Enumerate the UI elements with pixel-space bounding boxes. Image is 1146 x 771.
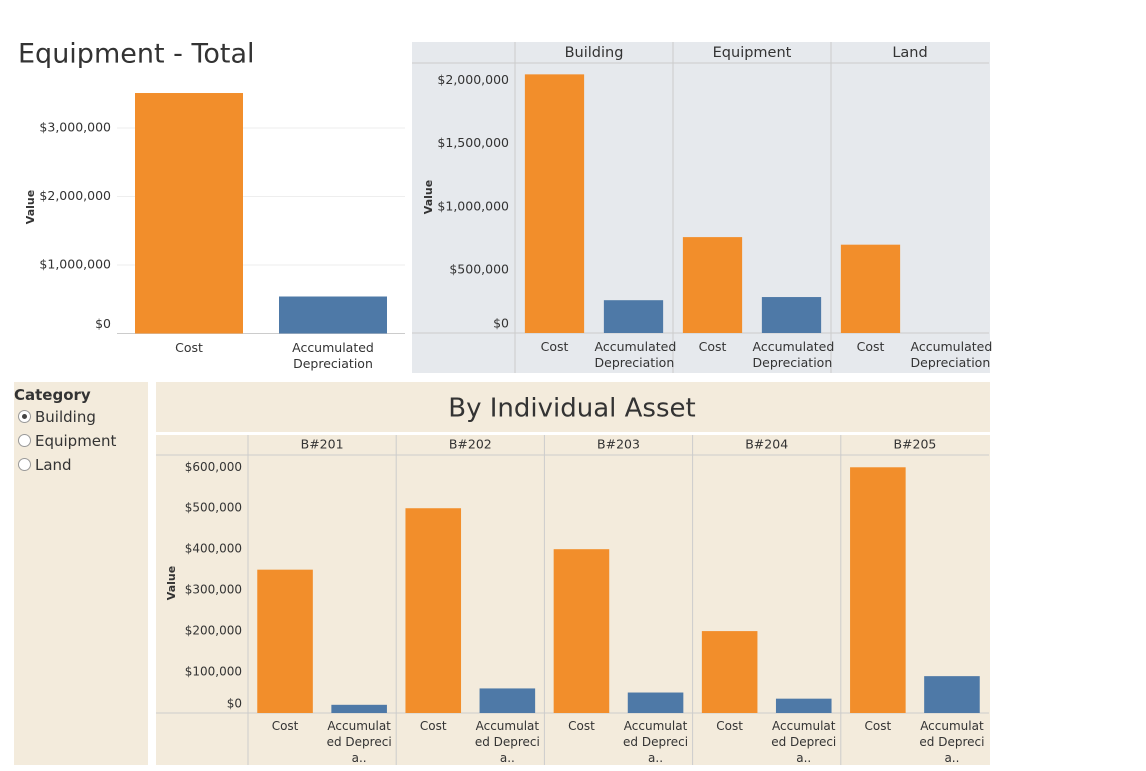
y-tick-label: $200,000 <box>185 624 242 638</box>
x-tick-label: Cost <box>864 719 892 733</box>
bar <box>775 698 832 713</box>
bar <box>682 237 743 333</box>
y-axis-title: Value <box>24 190 37 224</box>
y-tick-label: $1,500,000 <box>437 135 509 150</box>
y-axis-title: Value <box>165 566 178 600</box>
facet-header: B#202 <box>449 437 492 452</box>
facet-header: B#205 <box>893 437 936 452</box>
x-tick-label: Accumulated Deprecia.. <box>919 719 985 765</box>
x-tick-label: Cost <box>698 339 727 354</box>
facet-header: B#203 <box>597 437 640 452</box>
bar <box>627 692 684 713</box>
y-tick-label: $0 <box>95 316 111 331</box>
facet-header: Land <box>892 45 927 61</box>
radio-option[interactable]: Land <box>18 456 72 474</box>
bar <box>479 688 536 713</box>
radio-button[interactable] <box>18 458 31 471</box>
x-tick-label: Cost <box>419 719 447 733</box>
bar <box>405 508 462 713</box>
y-tick-label: $1,000,000 <box>437 198 509 213</box>
y-tick-label: $0 <box>493 316 509 331</box>
y-axis-title: Value <box>422 180 435 214</box>
y-tick-label: $500,000 <box>185 501 242 515</box>
y-tick-label: $500,000 <box>449 261 509 276</box>
x-tick-label: Cost <box>540 339 569 354</box>
radio-option[interactable]: Equipment <box>18 432 116 450</box>
x-tick-label: Accumulated Depreciation <box>292 340 374 371</box>
x-tick-label: Cost <box>568 719 595 733</box>
y-tick-label: $600,000 <box>185 460 242 474</box>
category-filter: Category Building Equipment Land <box>14 382 148 765</box>
chart-title: Equipment - Total <box>18 39 255 70</box>
chart-title: By Individual Asset <box>448 394 695 424</box>
x-tick-label: Accumulated Depreciation <box>594 339 677 370</box>
x-tick-label: Cost <box>175 340 203 355</box>
option-label[interactable]: Land <box>35 456 72 474</box>
title-bg <box>156 382 990 432</box>
x-tick-label: Accumulated Deprecia.. <box>326 719 392 765</box>
y-tick-label: $3,000,000 <box>39 119 111 134</box>
radio-button[interactable] <box>18 434 31 447</box>
radio-option[interactable]: Building <box>18 408 96 426</box>
bar <box>603 300 664 333</box>
bar <box>701 631 758 713</box>
bar <box>553 549 610 713</box>
bar <box>840 244 901 333</box>
bar <box>761 297 822 333</box>
y-tick-label: $100,000 <box>185 665 242 679</box>
y-tick-label: $2,000,000 <box>437 72 509 87</box>
x-tick-label: Cost <box>271 719 299 733</box>
filter-title: Category <box>14 386 91 404</box>
radio-button[interactable] <box>18 410 31 423</box>
bar <box>524 74 585 334</box>
y-tick-label: $0 <box>227 697 242 711</box>
option-label[interactable]: Equipment <box>35 432 117 450</box>
option-label[interactable]: Building <box>35 408 96 426</box>
x-tick-label: Accumulated Deprecia.. <box>474 719 540 765</box>
bar <box>850 467 906 713</box>
x-tick-label: Accumulated Depreciation <box>910 339 993 370</box>
facet-header: B#204 <box>745 437 788 452</box>
x-tick-label: Accumulated Depreciation <box>752 339 835 370</box>
bar <box>135 93 243 334</box>
x-tick-label: Cost <box>716 719 743 733</box>
facet-header: B#201 <box>301 437 344 452</box>
x-tick-label: Accumulated Deprecia.. <box>771 719 837 765</box>
x-tick-label: Accumulated Deprecia.. <box>623 719 689 765</box>
bar <box>331 704 387 713</box>
y-tick-label: $300,000 <box>185 583 242 597</box>
bar <box>257 569 313 713</box>
bar <box>279 296 387 334</box>
y-tick-label: $400,000 <box>185 542 242 556</box>
x-tick-label: Cost <box>856 339 885 354</box>
y-tick-label: $1,000,000 <box>39 256 111 271</box>
facet-header: Equipment <box>713 45 792 61</box>
facet-header: Building <box>565 45 624 61</box>
bar <box>924 676 980 713</box>
y-tick-label: $2,000,000 <box>39 188 111 203</box>
